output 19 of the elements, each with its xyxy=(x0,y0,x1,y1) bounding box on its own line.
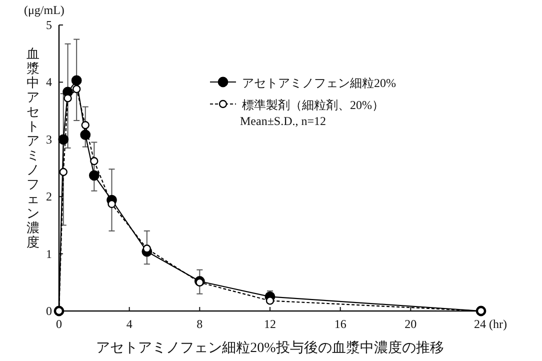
y-tick-label: 4 xyxy=(46,75,52,90)
text: (μg/mL) xyxy=(24,3,64,17)
x-tick-label: 4 xyxy=(126,317,132,331)
text: 血漿中アセトアミノフェン濃度 xyxy=(26,46,40,250)
y-tick-label: 3 xyxy=(46,132,52,146)
x-tick-label: 12 xyxy=(264,317,276,331)
x-tick-label: 16 xyxy=(334,317,346,331)
y-tick-label: 5 xyxy=(46,18,52,32)
x-tick-label: 20 xyxy=(404,317,417,331)
legend-label: アセトアミノフェン細粒20% xyxy=(242,76,396,90)
x-tick-label: 0 xyxy=(56,317,62,331)
x-tick-label: 24 (hr) xyxy=(474,317,507,331)
y-tick-label: 2 xyxy=(46,190,52,204)
y-tick-label: 0 xyxy=(46,304,52,318)
annotation: Mean±S.D., n=12 xyxy=(240,114,326,128)
legend-label: 標準製剤（細粒剤、20%） xyxy=(242,98,384,112)
x-tick-label: 8 xyxy=(196,317,203,331)
text: アセトアミノフェン細粒20%投与後の血漿中濃度の推移 xyxy=(96,340,444,356)
y-tick-label: 1 xyxy=(46,246,52,261)
